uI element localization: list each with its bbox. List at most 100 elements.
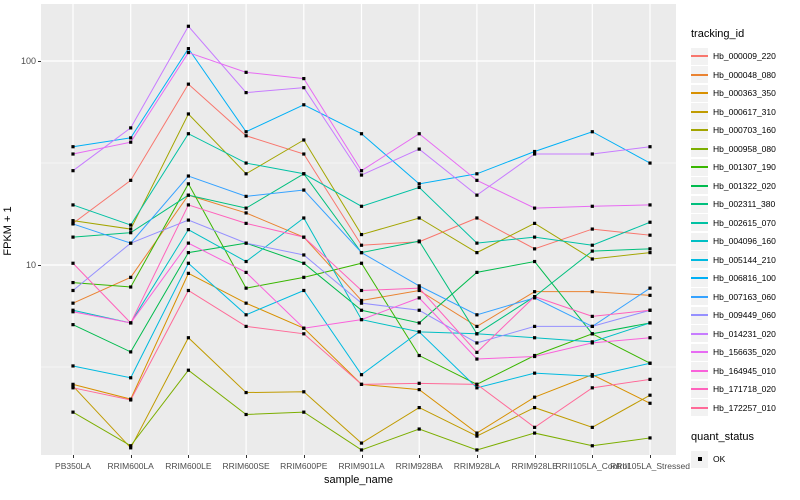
- legend-line-icon: [691, 295, 708, 298]
- legend-item-label: Hb_000617_310: [713, 106, 776, 117]
- y-axis-title: FPKM + 1: [2, 206, 14, 256]
- legend-line-icon: [691, 351, 708, 354]
- legend-item: Hb_164945_010: [691, 362, 799, 381]
- x-tick-label: RRII105LA_Stressed: [610, 461, 690, 471]
- legend-item: Hb_006816_100: [691, 269, 799, 288]
- legend-line-icon: [691, 55, 708, 58]
- quant-status-legend: quant_status OK: [691, 431, 799, 469]
- legend-line-icon: [691, 240, 708, 243]
- legend-item-label: Hb_007163_060: [713, 291, 776, 302]
- x-tick-label: PB350LA: [55, 461, 91, 471]
- x-tick-mark: [419, 455, 421, 458]
- legend-line-icon: [691, 184, 708, 187]
- legend-line-icon: [691, 406, 708, 409]
- y-tick-mark: [38, 265, 41, 266]
- legend-line-icon: [691, 221, 708, 224]
- legend-item: Hb_000958_080: [691, 140, 799, 159]
- x-tick-label: RRIM928LA: [453, 461, 501, 471]
- legend-item: Hb_005144_210: [691, 251, 799, 270]
- x-tick-label: RRIM928BA: [395, 461, 443, 471]
- legend-key: [691, 214, 708, 232]
- legend-item-label: Hb_005144_210: [713, 254, 776, 265]
- legend-item-ok: OK: [691, 450, 799, 469]
- legend-key: [691, 140, 708, 158]
- legend-line-icon: [691, 258, 708, 261]
- legend-item-label: Hb_000048_080: [713, 69, 776, 80]
- x-tick-mark: [73, 455, 74, 458]
- legend-key: [691, 380, 708, 398]
- x-tick-label: RRIM600LA: [107, 461, 154, 471]
- x-axis-title: sample_name: [323, 474, 394, 486]
- square-point-icon: [697, 457, 702, 462]
- legend-item: Hb_009449_060: [691, 306, 799, 325]
- x-tick-mark: [534, 455, 536, 458]
- legend-key: [691, 269, 708, 287]
- legend-item: Hb_156635_020: [691, 343, 799, 362]
- x-tick-label: RRIM928LE: [511, 461, 558, 471]
- x-tick-mark: [188, 455, 190, 458]
- legend-key: [691, 251, 708, 269]
- legend-item: Hb_000009_220: [691, 47, 799, 66]
- legend-item: Hb_004096_160: [691, 232, 799, 251]
- legend-line-icon: [691, 369, 708, 372]
- legend-item: Hb_172257_010: [691, 399, 799, 418]
- legend-key: [691, 343, 708, 361]
- legend-line-icon: [691, 277, 708, 280]
- legend: tracking_id Hb_000009_220 Hb_000048_080 Hb…: [691, 28, 799, 469]
- legend-key: [691, 177, 708, 195]
- legend-title-tracking-id: tracking_id: [691, 28, 745, 40]
- legend-key: [691, 325, 708, 343]
- x-tick-label: RRIM600PE: [280, 461, 328, 471]
- x-tick-label: RRII105LA_Control: [555, 461, 630, 471]
- x-tick-label: RRIM600SE: [222, 461, 270, 471]
- y-tick-mark: [38, 61, 41, 62]
- legend-key: [691, 158, 708, 176]
- x-tick-label: RRIM600LE: [165, 461, 212, 471]
- legend-item-label: Hb_172257_010: [713, 402, 776, 413]
- legend-item-label: Hb_002615_070: [713, 217, 776, 228]
- legend-line-icon: [691, 110, 708, 113]
- x-tick-mark: [246, 455, 248, 458]
- x-tick-label: RRIM901LA: [338, 461, 385, 471]
- plot-panel: [41, 4, 676, 455]
- legend-key: [691, 232, 708, 250]
- legend-line-icon: [691, 129, 708, 132]
- legend-item-label: Hb_006816_100: [713, 273, 776, 284]
- y-tick-label: 10: [25, 260, 36, 270]
- legend-item: Hb_171718_020: [691, 380, 799, 399]
- legend-item-label: Hb_000363_350: [713, 88, 776, 99]
- legend-item-label: Hb_009449_060: [713, 310, 776, 321]
- legend-key: [691, 47, 708, 65]
- legend-key: [691, 103, 708, 121]
- legend-item: Hb_001307_190: [691, 158, 799, 177]
- x-tick-mark: [361, 455, 363, 458]
- legend-line-icon: [691, 92, 708, 95]
- legend-item: Hb_007163_060: [691, 288, 799, 307]
- legend-item: Hb_001322_020: [691, 177, 799, 196]
- legend-line-icon: [691, 314, 708, 317]
- legend-item-label: Hb_002311_380: [713, 199, 776, 210]
- legend-line-icon: [691, 203, 708, 206]
- legend-item-label: Hb_000009_220: [713, 51, 776, 62]
- legend-item: Hb_002615_070: [691, 214, 799, 233]
- legend-item: Hb_000048_080: [691, 66, 799, 85]
- legend-items: Hb_000009_220 Hb_000048_080 Hb_000363_350 H…: [691, 47, 799, 417]
- x-tick-mark: [650, 455, 651, 458]
- legend-item-label: Hb_014231_020: [713, 328, 776, 339]
- legend-item-label: Hb_001307_190: [713, 162, 776, 173]
- x-tick-mark: [130, 455, 132, 458]
- legend-key: [691, 288, 708, 306]
- legend-item-label: Hb_164945_010: [713, 365, 776, 376]
- legend-item-label: OK: [713, 454, 726, 465]
- legend-item: Hb_000617_310: [691, 103, 799, 122]
- legend-key: [691, 66, 708, 84]
- x-tick-mark: [303, 455, 305, 458]
- legend-key: [691, 306, 708, 324]
- legend-key: [691, 121, 708, 139]
- legend-line-icon: [691, 332, 708, 335]
- legend-line-icon: [691, 147, 708, 150]
- legend-item-label: Hb_171718_020: [713, 384, 776, 395]
- legend-item: Hb_000363_350: [691, 84, 799, 103]
- legend-item-label: Hb_000958_080: [713, 143, 776, 154]
- line-chart: [41, 4, 676, 455]
